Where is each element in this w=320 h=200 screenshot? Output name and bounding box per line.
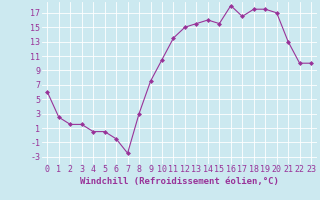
- X-axis label: Windchill (Refroidissement éolien,°C): Windchill (Refroidissement éolien,°C): [80, 177, 279, 186]
